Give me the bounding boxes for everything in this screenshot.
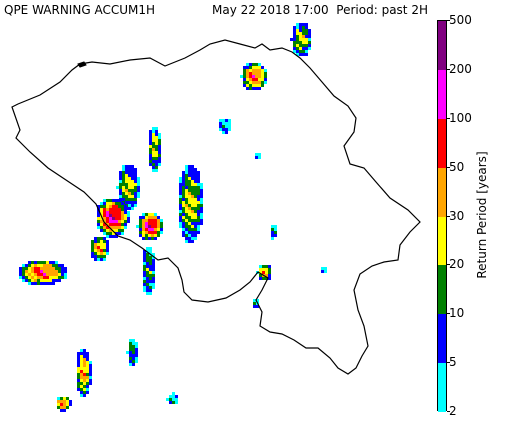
- colorbar-tick-label: 5: [449, 355, 457, 370]
- country-border: [11, 39, 421, 375]
- colorbar-tick-label: 20: [449, 257, 465, 272]
- colorbar-tick-mark: [447, 264, 450, 266]
- product-title: QPE WARNING ACCUM1H: [4, 3, 155, 17]
- colorbar-tick-mark: [447, 411, 450, 412]
- period-label: Period: past 2H: [336, 3, 428, 17]
- colorbar-tick-mark: [447, 117, 450, 119]
- coast-blip: [77, 61, 87, 68]
- colorbar: [437, 20, 447, 412]
- colorbar-tick-mark: [447, 362, 450, 364]
- colorbar-label: Return Period [years]: [475, 151, 489, 279]
- colorbar-tick-label: 100: [449, 110, 472, 125]
- colorbar-tick-label: 30: [449, 208, 465, 223]
- date-period-title: May 22 2018 17:00 Period: past 2H: [212, 3, 428, 17]
- colorbar-tick-mark: [447, 215, 450, 217]
- colorbar-tick-mark: [447, 313, 450, 315]
- colorbar-segment: [438, 69, 446, 119]
- colorbar-tick-label: 200: [449, 61, 472, 76]
- colorbar-segment: [438, 314, 446, 364]
- colorbar-segment: [438, 216, 446, 266]
- colorbar-tick-mark: [447, 20, 450, 21]
- colorbar-tick-label: 10: [449, 306, 465, 321]
- colorbar-segment: [438, 363, 446, 412]
- colorbar-tick-label: 500: [449, 13, 472, 27]
- date-label: May 22 2018 17:00: [212, 3, 329, 17]
- colorbar-segment: [438, 167, 446, 217]
- colorbar-tick-mark: [447, 68, 450, 70]
- colorbar-tick-label: 50: [449, 159, 465, 174]
- rain-cells: [19, 23, 327, 412]
- precipitation-map: [11, 23, 421, 412]
- colorbar-tick-label: 2: [449, 404, 457, 418]
- colorbar-segment: [438, 21, 446, 70]
- colorbar-segment: [438, 118, 446, 168]
- colorbar-segment: [438, 265, 446, 315]
- colorbar-tick-mark: [447, 166, 450, 168]
